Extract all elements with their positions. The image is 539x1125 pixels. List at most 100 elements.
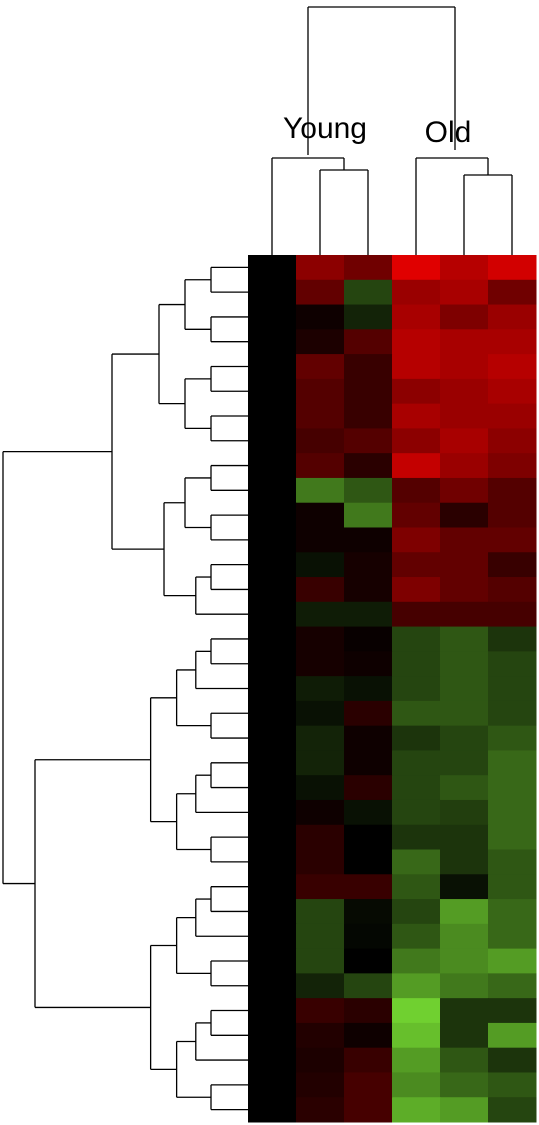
heatmap-cell — [488, 626, 537, 652]
heatmap-cell — [488, 700, 537, 727]
heatmap-cell — [296, 626, 345, 652]
heatmap-cell — [296, 329, 345, 355]
heatmap-cell — [296, 750, 345, 776]
heatmap-cell — [440, 725, 489, 751]
heatmap-cell — [248, 849, 297, 875]
heatmap-cell — [296, 1097, 345, 1123]
heatmap-cell — [344, 329, 393, 355]
heatmap-cell — [248, 651, 297, 677]
heatmap-cell — [488, 948, 537, 974]
heatmap-cell — [392, 874, 441, 900]
heatmap-cell — [392, 403, 441, 429]
heatmap-cell — [392, 799, 441, 826]
heatmap-cell — [440, 998, 489, 1024]
heatmap-cell — [392, 577, 441, 603]
heatmap-cell — [248, 799, 297, 826]
heatmap-cell — [392, 477, 441, 504]
heatmap-cell — [488, 799, 537, 826]
heatmap-cell — [488, 824, 537, 851]
heatmap-cell — [296, 725, 345, 751]
heatmap-cell — [440, 973, 489, 999]
heatmap-cell — [392, 378, 441, 405]
heatmap-cell — [392, 354, 441, 380]
heatmap-cell — [296, 1072, 345, 1098]
heatmap-cell — [296, 279, 345, 306]
heatmap-cell — [440, 502, 489, 528]
heatmap-cell — [344, 378, 393, 405]
heatmap-cell — [248, 775, 297, 801]
heatmap-cell — [488, 973, 537, 999]
heatmap-cell — [488, 255, 537, 281]
heatmap-cell — [392, 849, 441, 875]
heatmap-cell — [296, 948, 345, 974]
heatmap-cell — [440, 849, 489, 875]
heatmap-cell — [296, 651, 345, 677]
heatmap-cell — [488, 329, 537, 355]
heatmap-cell — [344, 1022, 393, 1049]
heatmap-cell — [296, 378, 345, 405]
heatmap-cell — [248, 378, 297, 405]
group-label: Young — [283, 112, 367, 145]
heatmap-cell — [248, 403, 297, 429]
heatmap-cell — [248, 255, 297, 281]
heatmap-cell — [392, 428, 441, 454]
heatmap-cell — [344, 923, 393, 950]
heatmap-cell — [248, 824, 297, 851]
heatmap-cell — [440, 700, 489, 727]
heatmap-cell — [488, 1097, 537, 1123]
heatmap-cell — [248, 354, 297, 380]
heatmap-cell — [248, 874, 297, 900]
heatmap-cell — [488, 577, 537, 603]
heatmap-cell — [392, 601, 441, 628]
heatmap-cell — [248, 973, 297, 999]
heatmap-cell — [488, 527, 537, 553]
heatmap-cell — [248, 477, 297, 504]
heatmap-cell — [296, 998, 345, 1024]
heatmap-cell — [440, 1072, 489, 1098]
heatmap-cell — [488, 354, 537, 380]
heatmap-cell — [440, 1047, 489, 1073]
heatmap-cell — [248, 1072, 297, 1098]
heatmap-cell — [296, 923, 345, 950]
heatmap-cell — [344, 502, 393, 528]
heatmap-cell — [344, 279, 393, 306]
heatmap-cell — [248, 676, 297, 702]
heatmap-cell — [296, 403, 345, 429]
heatmap-cell — [440, 750, 489, 776]
heatmap-cell — [296, 824, 345, 851]
heatmap-cell — [392, 899, 441, 925]
heatmap-cell — [296, 874, 345, 900]
column-dendrogram — [271, 6, 513, 255]
heatmap-cell — [296, 899, 345, 925]
heatmap-cell — [344, 1047, 393, 1073]
heatmap-cell — [296, 700, 345, 727]
heatmap-cell — [440, 329, 489, 355]
heatmap-cell — [248, 750, 297, 776]
heatmap-cell — [344, 998, 393, 1024]
heatmap-cell — [488, 651, 537, 677]
heatmap-cell — [296, 577, 345, 603]
heatmap-cell — [248, 1022, 297, 1049]
heatmap-cell — [440, 651, 489, 677]
heatmap-cell — [248, 1047, 297, 1073]
heatmap-cell — [344, 255, 393, 281]
heatmap-cell — [296, 1022, 345, 1049]
heatmap-cell — [440, 552, 489, 578]
heatmap-cell — [440, 279, 489, 306]
heatmap-cell — [440, 403, 489, 429]
heatmap-cell — [344, 973, 393, 999]
heatmap-cell — [392, 1047, 441, 1073]
heatmap-cell — [488, 899, 537, 925]
heatmap-cell — [248, 923, 297, 950]
heatmap-cell — [344, 750, 393, 776]
heatmap-cell — [440, 775, 489, 801]
heatmap-cell — [392, 1097, 441, 1123]
heatmap-cell — [296, 527, 345, 553]
heatmap-cell — [440, 1097, 489, 1123]
heatmap-cell — [248, 304, 297, 330]
heatmap-cell — [344, 354, 393, 380]
heatmap-cell — [392, 255, 441, 281]
heatmap-cell — [392, 676, 441, 702]
heatmap-cell — [392, 527, 441, 553]
heatmap-cell — [488, 1072, 537, 1098]
